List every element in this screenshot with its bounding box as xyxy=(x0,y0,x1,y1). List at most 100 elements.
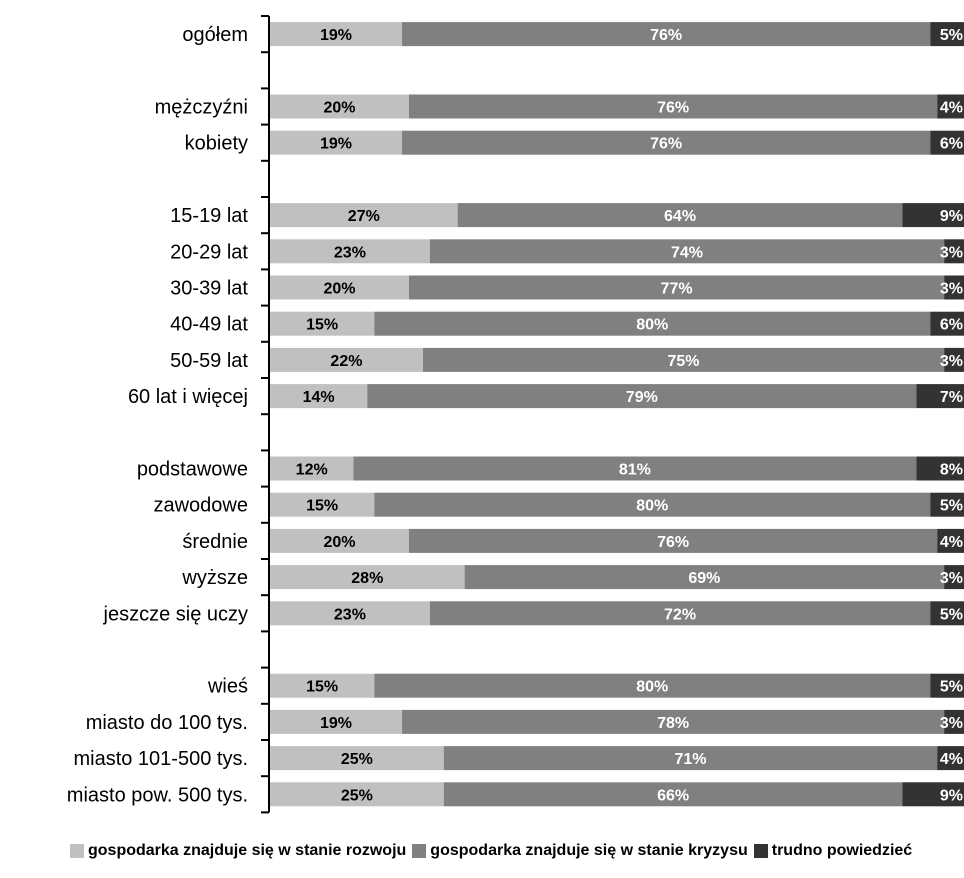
data-label: 20% xyxy=(323,534,355,551)
stacked-bar-chart: ogółem 19% 76% 5% mężczyźni 20% 76% 4% kobiety 19… xyxy=(67,15,964,814)
data-label: 7% xyxy=(940,389,963,406)
data-label: 74% xyxy=(671,244,703,261)
bar-segment-series-3 xyxy=(902,203,964,228)
bar-segment-series-2 xyxy=(409,94,938,119)
category-label: miasto do 100 tys. xyxy=(86,712,248,734)
bar-segment-series-2 xyxy=(367,384,917,409)
bar-segment-series-1 xyxy=(270,311,375,336)
data-label: 3% xyxy=(940,715,963,732)
data-label: 3% xyxy=(940,570,963,587)
bar-segment-series-1 xyxy=(270,347,423,372)
legend-item: gospodarka znajduje się w stanie kryzysu xyxy=(412,838,748,864)
category-label: podstawowe xyxy=(137,459,248,481)
bar-segment-series-2 xyxy=(374,492,931,517)
data-label: 20% xyxy=(323,281,355,298)
bar-segment-series-3 xyxy=(944,709,964,734)
data-label: 72% xyxy=(664,606,696,623)
data-label: 3% xyxy=(940,353,963,370)
data-label: 76% xyxy=(657,534,689,551)
axis-layer xyxy=(261,15,270,814)
data-label: 4% xyxy=(940,751,963,768)
data-label: 5% xyxy=(940,27,963,44)
data-label: 5% xyxy=(940,679,963,696)
category-label: 60 lat i więcej xyxy=(128,386,248,408)
bar-segment-series-1 xyxy=(270,709,403,734)
data-label: 19% xyxy=(320,136,352,153)
bar-segment-series-1 xyxy=(270,492,375,517)
bar-segment-series-2 xyxy=(443,782,903,807)
bar-segment-series-2 xyxy=(429,239,945,264)
data-label: 71% xyxy=(674,751,706,768)
bar-segment-series-2 xyxy=(443,746,938,771)
legend-swatch xyxy=(753,844,768,858)
data-label: 25% xyxy=(341,751,373,768)
data-label: 27% xyxy=(348,208,380,225)
bar-segment-series-1 xyxy=(270,384,368,409)
data-label: 23% xyxy=(334,606,366,623)
bar-segment-series-3 xyxy=(930,22,964,47)
data-label: 79% xyxy=(626,389,658,406)
bar-segment-series-2 xyxy=(353,456,917,481)
data-label: 23% xyxy=(334,244,366,261)
data-label: 22% xyxy=(330,353,362,370)
bar-segment-series-1 xyxy=(270,239,430,264)
data-label: 76% xyxy=(650,27,682,44)
data-label: 15% xyxy=(306,317,338,334)
bar-segment-series-2 xyxy=(429,601,931,626)
data-label: 9% xyxy=(940,787,963,804)
bar-segment-series-1 xyxy=(270,565,465,590)
bars-layer xyxy=(270,22,964,807)
data-label: 20% xyxy=(323,100,355,117)
bar-segment-series-1 xyxy=(270,601,430,626)
data-label: 80% xyxy=(636,679,668,696)
data-label: 80% xyxy=(636,317,668,334)
legend-label: gospodarka znajduje się w stanie rozwoju xyxy=(88,842,407,859)
data-label: 66% xyxy=(657,787,689,804)
bar-segment-series-2 xyxy=(409,275,945,300)
category-label: kobiety xyxy=(185,133,248,155)
data-label: 5% xyxy=(940,606,963,623)
data-label: 76% xyxy=(657,100,689,117)
data-label: 78% xyxy=(657,715,689,732)
category-label: miasto pow. 500 tys. xyxy=(67,784,248,806)
category-label: zawodowe xyxy=(153,495,248,517)
bar-segment-series-2 xyxy=(457,203,903,228)
bar-segment-series-3 xyxy=(902,782,964,807)
bar-segment-series-2 xyxy=(464,565,945,590)
data-label: 14% xyxy=(303,389,335,406)
bar-segment-series-1 xyxy=(270,782,444,807)
bar-segment-series-1 xyxy=(270,456,354,481)
labels-layer: ogółem 19% 76% 5% mężczyźni 20% 76% 4% kobiety 19… xyxy=(67,24,963,806)
bar-segment-series-3 xyxy=(944,347,964,372)
data-label: 6% xyxy=(940,317,963,334)
bar-segment-series-1 xyxy=(270,94,409,119)
data-label: 15% xyxy=(306,679,338,696)
data-label: 28% xyxy=(351,570,383,587)
data-label: 12% xyxy=(296,462,328,479)
bar-segment-series-2 xyxy=(374,673,931,698)
bar-segment-series-2 xyxy=(402,22,931,47)
bar-segment-series-1 xyxy=(270,746,444,771)
bar-segment-series-3 xyxy=(944,239,964,264)
category-label: jeszcze się uczy xyxy=(103,603,249,625)
bar-segment-series-3 xyxy=(916,384,964,409)
legend-label: trudno powiedzieć xyxy=(771,842,913,859)
data-label: 81% xyxy=(619,462,651,479)
data-label: 64% xyxy=(664,208,696,225)
bar-segment-series-3 xyxy=(916,456,964,481)
data-label: 75% xyxy=(668,353,700,370)
legend-swatch xyxy=(412,844,427,858)
data-label: 6% xyxy=(940,136,963,153)
category-label: 20-29 lat xyxy=(170,241,248,263)
bar-segment-series-3 xyxy=(937,94,964,119)
category-label: ogółem xyxy=(182,24,248,46)
category-label: mężczyźni xyxy=(155,97,248,119)
category-label: miasto 101-500 tys. xyxy=(73,748,248,770)
bar-segment-series-3 xyxy=(937,746,964,771)
data-label: 19% xyxy=(320,715,352,732)
data-label: 77% xyxy=(661,281,693,298)
bar-segment-series-1 xyxy=(270,130,403,155)
data-label: 80% xyxy=(636,498,668,515)
bar-segment-series-3 xyxy=(930,601,964,626)
bar-segment-series-3 xyxy=(930,673,964,698)
